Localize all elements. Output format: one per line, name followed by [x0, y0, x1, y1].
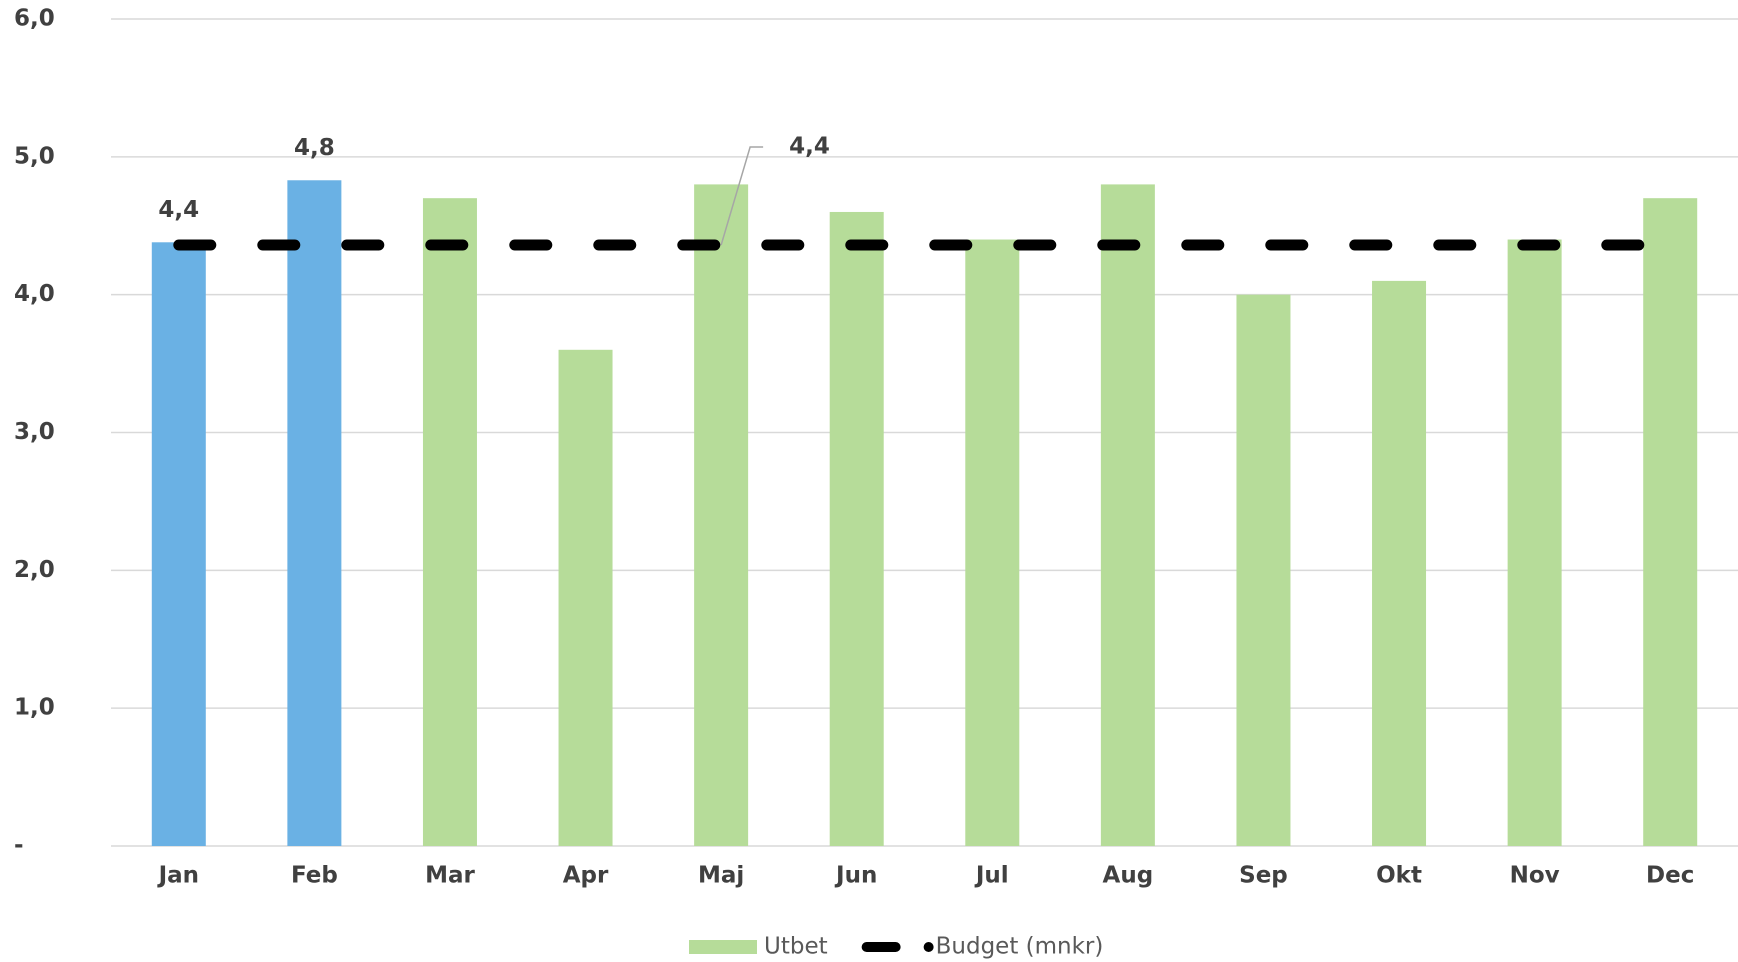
bar	[694, 184, 749, 846]
bar	[287, 180, 342, 846]
data-label: 4,4	[158, 197, 199, 223]
x-tick-label: Okt	[1376, 863, 1422, 889]
bar	[422, 198, 477, 846]
bar	[829, 211, 884, 846]
legend-label: Budget (mnkr)	[936, 934, 1104, 960]
x-tick-label: Nov	[1510, 863, 1560, 889]
bar	[151, 242, 206, 847]
x-tick-label: Jul	[974, 863, 1009, 889]
bar	[1643, 198, 1698, 846]
bar	[1236, 294, 1291, 847]
x-tick-label: Jun	[834, 863, 877, 889]
bar	[1372, 280, 1427, 847]
x-tick-label: Mar	[425, 863, 475, 889]
data-label: 4,4	[789, 134, 830, 160]
x-tick-label: Sep	[1239, 863, 1288, 889]
legend-label: Utbet	[764, 934, 828, 960]
bar	[1507, 239, 1562, 847]
data-label: 4,8	[294, 135, 335, 161]
legend-swatch	[689, 940, 757, 954]
bar	[558, 349, 613, 846]
bar	[1100, 184, 1155, 846]
x-tick-label: Jan	[157, 863, 199, 889]
y-tick-label: 4,0	[14, 281, 55, 307]
y-tick-label: 5,0	[14, 143, 55, 169]
y-tick-label: 6,0	[14, 6, 55, 32]
y-tick-label: -	[14, 833, 24, 859]
y-tick-label: 3,0	[14, 419, 55, 445]
y-tick-label: 1,0	[14, 695, 55, 721]
bar	[965, 239, 1020, 847]
leader-line	[720, 146, 764, 246]
x-tick-label: Maj	[698, 863, 744, 889]
legend-swatch	[923, 942, 934, 952]
x-tick-label: Dec	[1646, 863, 1694, 889]
x-tick-label: Aug	[1103, 863, 1154, 889]
x-tick-label: Feb	[291, 863, 338, 889]
x-tick-label: Apr	[563, 863, 609, 889]
y-tick-label: 2,0	[14, 557, 55, 583]
